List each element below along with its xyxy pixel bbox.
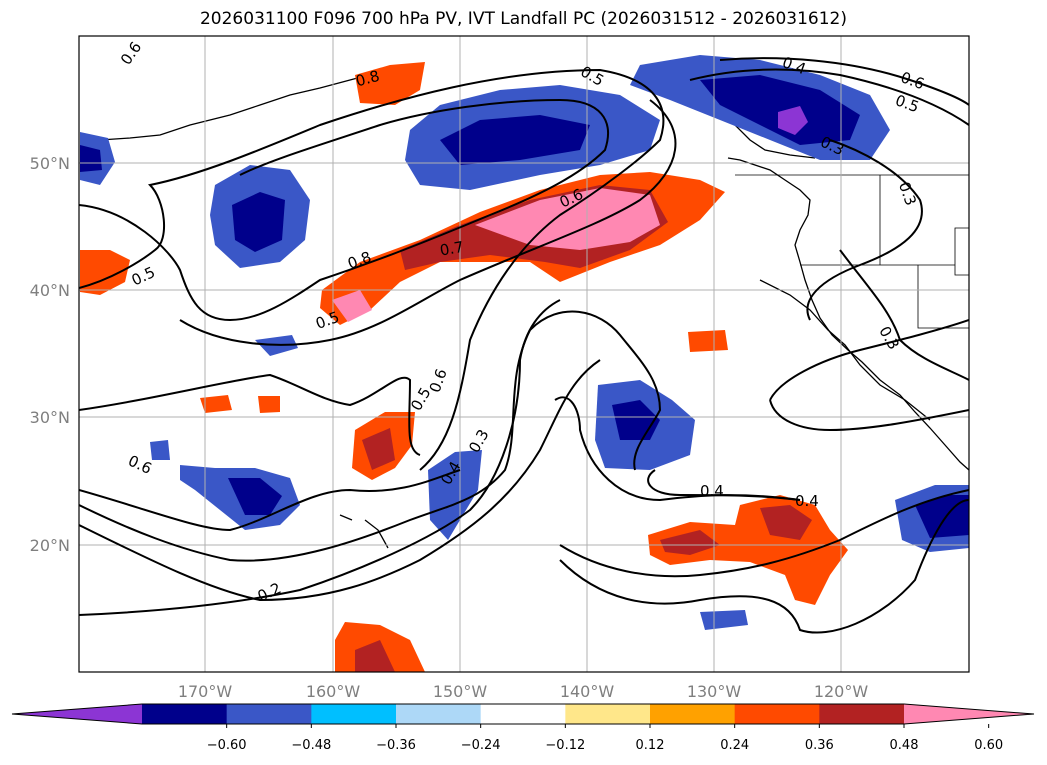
shade-navy-bc	[700, 75, 860, 145]
shade-orange-w	[80, 250, 130, 295]
lon-axis: 170°W 160°W 150°W 140°W 130°W 120°W	[178, 682, 869, 701]
lat-tick-label: 20°N	[30, 536, 70, 555]
colorbar-segment	[819, 704, 905, 724]
shade-blue-sub	[428, 450, 482, 540]
contour-label: 0.4	[795, 492, 819, 510]
map-area: 0.6 0.8 0.5 0.5 0.4 0.6 0.5 0.3 0.5 0.8 …	[79, 36, 969, 672]
colorbar-tick-label: 0.60	[974, 738, 1003, 753]
shade-pink-ar	[475, 188, 660, 250]
contour-label: 0.8	[354, 67, 382, 91]
map-frame	[78, 35, 970, 673]
chart-title: 2026031100 F096 700 hPa PV, IVT Landfall…	[199, 9, 847, 29]
colorbar-extend-high	[904, 704, 1034, 724]
lon-tick-label: 160°W	[306, 682, 361, 701]
contour-label: 0.4	[700, 482, 724, 500]
colorbar-segment	[226, 704, 312, 724]
shade-navy-gulf-alaska	[440, 115, 590, 165]
shade-orange-nw	[355, 62, 425, 105]
lon-tick-label: 150°W	[433, 682, 488, 701]
colorbar-segment	[650, 704, 736, 724]
shade-pink-ar-west	[332, 290, 372, 322]
colorbar-tick-label: 0.36	[805, 738, 834, 753]
colorbar: −0.60 −0.48 −0.36 −0.24 −0.12 0.12 0.24 0.36 0.4…	[11, 703, 1035, 753]
lon-tick-label: 140°W	[560, 682, 615, 701]
colorbar-tick-label: 0.24	[720, 738, 749, 753]
colorbar-tick-label: −0.24	[461, 738, 501, 753]
lat-tick-label: 30°N	[30, 408, 70, 427]
pv-contours	[79, 57, 969, 634]
colorbar-segment	[311, 704, 397, 724]
shade-navy-west	[232, 192, 285, 252]
lat-tick-label: 50°N	[30, 154, 70, 173]
lat-tick-label: 40°N	[30, 281, 70, 300]
colorbar-segment	[734, 704, 820, 724]
colorbar-segment	[565, 704, 651, 724]
colorbar-tick-label: −0.12	[545, 738, 585, 753]
colorbar-tick-label: 0.12	[636, 738, 665, 753]
contour-label: 0.5	[893, 91, 922, 116]
lon-tick-label: 130°W	[687, 682, 742, 701]
colorbar-tick-label: −0.48	[291, 738, 331, 753]
colorbar-tick-label: −0.60	[207, 738, 247, 753]
lon-tick-label: 170°W	[178, 682, 233, 701]
shade-red-tropics	[362, 428, 395, 470]
contour-label: 0.5	[577, 62, 607, 90]
colorbar-segment	[480, 704, 566, 724]
shade-red-south	[355, 640, 395, 672]
contour-label: 0.6	[125, 452, 154, 478]
contour-label: 0.7	[438, 238, 465, 260]
shade-navy-edge	[80, 145, 102, 172]
colorbar-segment	[142, 704, 228, 724]
lon-tick-label: 120°W	[814, 682, 869, 701]
contour-label: 0.5	[129, 263, 158, 289]
colorbar-tick-label: −0.36	[376, 738, 416, 753]
shade-purple-bc	[778, 106, 808, 135]
colorbar-segment	[396, 704, 482, 724]
shade-navy-sw	[228, 478, 282, 515]
contour-label: 0.2	[255, 579, 284, 605]
lat-axis: 50°N 40°N 30°N 20°N	[30, 154, 70, 555]
political-borders	[735, 174, 969, 329]
contour-label: 0.6	[898, 68, 927, 93]
contour-label: 0.3	[875, 323, 903, 353]
colorbar-tick-label: 0.48	[890, 738, 919, 753]
colorbar-extend-low	[12, 704, 142, 724]
contour-label: 0.3	[895, 179, 920, 208]
shade-red-se	[660, 505, 812, 555]
gridlines	[79, 36, 969, 672]
contour-label: 0.6	[117, 38, 145, 68]
